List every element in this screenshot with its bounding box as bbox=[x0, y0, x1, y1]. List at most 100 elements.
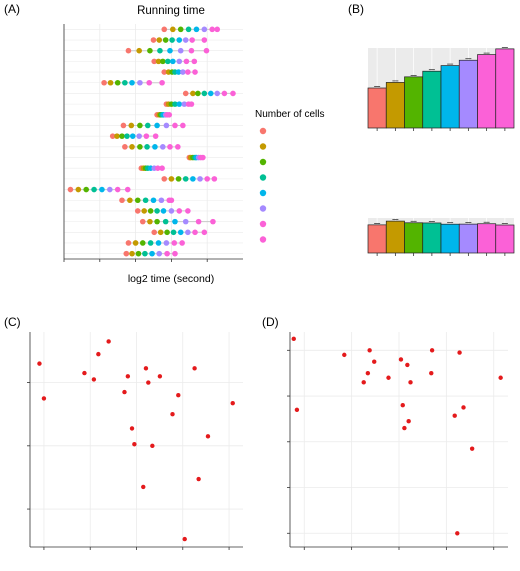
data-point bbox=[185, 208, 191, 214]
data-point bbox=[125, 47, 132, 54]
data-point bbox=[181, 101, 188, 107]
data-point bbox=[196, 476, 201, 482]
legend-swatch bbox=[259, 143, 267, 150]
data-point bbox=[91, 377, 97, 382]
panel-b-densvm-chart bbox=[367, 47, 515, 131]
data-point bbox=[144, 122, 151, 129]
data-point bbox=[175, 176, 182, 182]
data-point bbox=[150, 37, 157, 43]
data-point bbox=[405, 362, 410, 368]
legend-swatch bbox=[259, 220, 267, 228]
data-point bbox=[172, 218, 178, 225]
data-point bbox=[172, 250, 178, 257]
panel-b-tag: (B) bbox=[348, 2, 364, 16]
data-point bbox=[469, 446, 475, 451]
data-point bbox=[146, 79, 153, 86]
data-point bbox=[203, 47, 210, 54]
bar bbox=[458, 223, 478, 254]
data-point bbox=[406, 419, 411, 424]
data-point bbox=[402, 425, 407, 431]
data-point bbox=[134, 197, 141, 204]
panel-a-tag: (A) bbox=[4, 2, 20, 16]
panel-a-xlabel: log2 time (second) bbox=[128, 273, 214, 285]
data-point bbox=[99, 186, 105, 193]
data-point bbox=[201, 229, 208, 236]
data-point bbox=[201, 26, 208, 33]
data-point bbox=[195, 90, 201, 97]
data-point bbox=[41, 396, 47, 401]
data-point bbox=[498, 375, 503, 380]
data-point bbox=[185, 69, 191, 75]
data-point bbox=[147, 47, 153, 54]
bar bbox=[404, 76, 424, 129]
legend-swatch bbox=[259, 158, 267, 166]
data-point bbox=[152, 133, 159, 139]
data-point bbox=[207, 90, 214, 97]
data-point bbox=[365, 370, 371, 376]
data-point bbox=[137, 79, 143, 86]
data-point bbox=[137, 122, 143, 129]
data-point bbox=[214, 26, 221, 33]
data-point bbox=[144, 144, 150, 150]
data-point bbox=[128, 122, 135, 129]
data-point bbox=[170, 26, 176, 33]
data-point bbox=[201, 37, 208, 43]
data-point bbox=[342, 352, 347, 358]
panel-b-flowpeaks-chart bbox=[367, 218, 515, 256]
data-point bbox=[294, 407, 300, 412]
data-point bbox=[159, 165, 165, 172]
data-point bbox=[124, 133, 130, 139]
data-point bbox=[147, 208, 154, 214]
data-point bbox=[192, 69, 198, 75]
data-point bbox=[161, 26, 168, 33]
data-point bbox=[119, 133, 125, 139]
data-point bbox=[143, 133, 150, 139]
data-point bbox=[177, 229, 184, 236]
data-point bbox=[141, 484, 146, 490]
data-point bbox=[182, 536, 187, 542]
legend-swatch bbox=[259, 127, 267, 135]
data-point bbox=[143, 366, 149, 371]
data-point bbox=[160, 208, 167, 214]
data-point bbox=[200, 154, 206, 161]
data-point bbox=[175, 144, 181, 150]
data-point bbox=[129, 133, 136, 139]
data-point bbox=[168, 208, 175, 214]
data-point bbox=[154, 165, 161, 172]
data-point bbox=[142, 250, 148, 257]
data-point bbox=[189, 37, 195, 43]
data-point bbox=[291, 336, 296, 342]
data-point bbox=[176, 58, 183, 65]
data-point bbox=[176, 37, 183, 43]
data-point bbox=[101, 79, 107, 86]
bar bbox=[440, 223, 460, 254]
data-point bbox=[182, 218, 189, 225]
data-point bbox=[132, 240, 139, 246]
data-point bbox=[129, 144, 135, 150]
data-point bbox=[162, 37, 169, 43]
data-point bbox=[176, 101, 183, 107]
data-point bbox=[122, 389, 127, 395]
panel-a-dot-plot bbox=[63, 24, 267, 262]
bar bbox=[404, 222, 424, 254]
data-point bbox=[165, 58, 171, 65]
data-point bbox=[96, 351, 101, 357]
data-point bbox=[156, 250, 163, 257]
data-point bbox=[190, 90, 196, 97]
data-point bbox=[114, 186, 121, 193]
data-point bbox=[129, 250, 135, 257]
data-point bbox=[147, 218, 153, 225]
data-point bbox=[156, 37, 163, 43]
bar bbox=[477, 223, 497, 254]
data-point bbox=[183, 58, 190, 65]
data-point bbox=[201, 90, 208, 97]
bar bbox=[367, 224, 387, 254]
data-point bbox=[106, 339, 111, 344]
data-point bbox=[455, 531, 460, 536]
data-point bbox=[150, 443, 155, 449]
data-point bbox=[408, 380, 413, 385]
legend-swatch bbox=[259, 236, 267, 243]
data-point bbox=[230, 400, 235, 406]
data-point bbox=[114, 79, 121, 86]
panel-d-tag: (D) bbox=[262, 315, 279, 329]
